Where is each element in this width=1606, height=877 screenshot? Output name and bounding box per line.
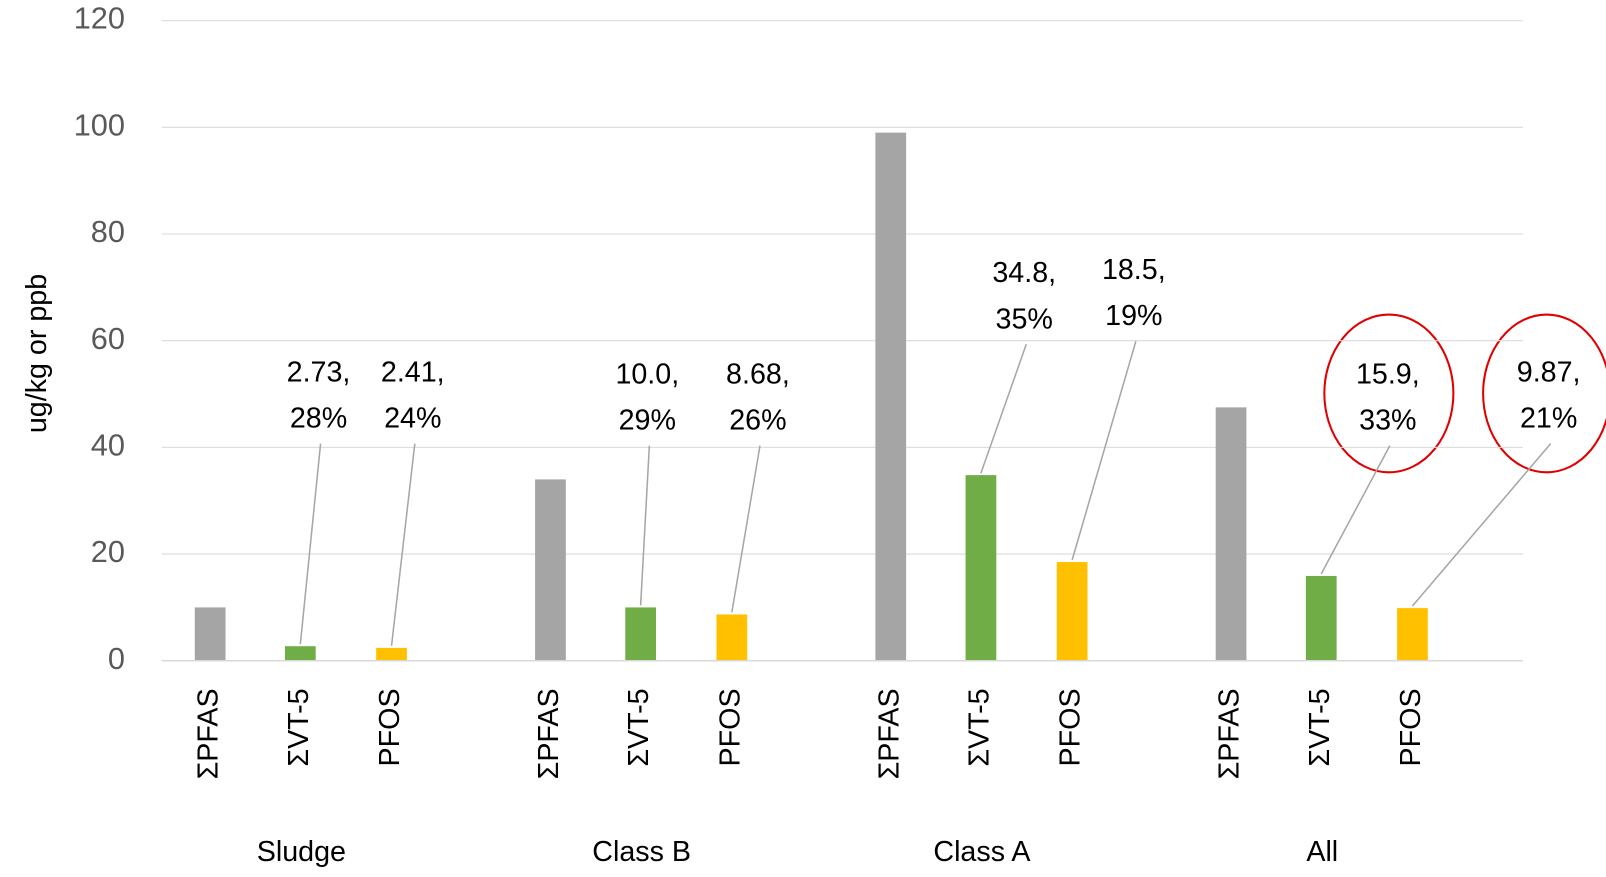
bar bbox=[965, 475, 997, 661]
y-tick-label: 80 bbox=[91, 214, 125, 249]
x-tick-label: ΣVT-5 bbox=[1304, 688, 1336, 766]
data-label: 2.41, bbox=[381, 357, 445, 389]
bar bbox=[535, 479, 566, 661]
data-label: 9.87, bbox=[1517, 357, 1581, 389]
data-label: 24% bbox=[384, 403, 441, 435]
highlight-circle bbox=[1482, 313, 1606, 474]
bar bbox=[716, 614, 748, 661]
group-label: Sludge bbox=[257, 836, 346, 868]
group-label: Class A bbox=[933, 836, 1031, 868]
data-label: 10.0, bbox=[615, 359, 679, 391]
data-label: 8.68, bbox=[726, 359, 790, 391]
leader-line bbox=[390, 443, 416, 646]
data-label: 18.5, bbox=[1102, 254, 1166, 286]
bar bbox=[875, 132, 907, 661]
data-label: 26% bbox=[729, 405, 786, 437]
y-tick-label: 60 bbox=[91, 321, 125, 356]
bar bbox=[284, 646, 316, 661]
x-tick-label: ΣPFAS bbox=[873, 688, 905, 779]
data-label: 34.8, bbox=[992, 257, 1056, 289]
data-label: 35% bbox=[996, 303, 1053, 335]
x-tick-label: ΣVT-5 bbox=[623, 688, 655, 766]
bar bbox=[376, 647, 407, 661]
y-tick-label: 20 bbox=[91, 534, 125, 569]
data-label: 33% bbox=[1359, 405, 1416, 437]
x-tick-label: PFOS bbox=[1395, 688, 1427, 766]
leader-line bbox=[731, 445, 761, 613]
group-label: Class B bbox=[592, 836, 691, 868]
data-label: 29% bbox=[619, 405, 676, 437]
data-label: 28% bbox=[290, 403, 347, 435]
data-label: 19% bbox=[1105, 300, 1162, 332]
data-label: 21% bbox=[1520, 403, 1577, 435]
x-tick-label: ΣVT-5 bbox=[283, 688, 315, 766]
bar bbox=[625, 607, 656, 661]
data-label: 15.9, bbox=[1356, 359, 1420, 391]
x-tick-label: PFOS bbox=[1055, 688, 1087, 766]
x-tick-label: PFOS bbox=[714, 688, 746, 766]
leader-line bbox=[1071, 340, 1137, 561]
y-tick-label: 40 bbox=[91, 427, 125, 462]
leader-line bbox=[299, 443, 322, 645]
x-tick-label: ΣPFAS bbox=[193, 688, 225, 779]
bar bbox=[194, 607, 226, 661]
y-axis-title: ug/kg or ppb bbox=[21, 274, 53, 433]
leader-line bbox=[980, 344, 1028, 474]
leader-line bbox=[1411, 443, 1552, 607]
x-tick-label: PFOS bbox=[374, 688, 406, 766]
y-tick-label: 0 bbox=[108, 641, 125, 676]
bar bbox=[1397, 608, 1428, 661]
x-tick-label: ΣPFAS bbox=[533, 688, 565, 779]
bar bbox=[1215, 407, 1247, 661]
x-tick-label: ΣPFAS bbox=[1214, 688, 1246, 779]
group-label: All bbox=[1306, 836, 1338, 868]
highlight-circle bbox=[1323, 313, 1455, 474]
leader-line bbox=[639, 445, 651, 606]
x-tick-label: ΣVT-5 bbox=[964, 688, 996, 766]
data-label: 2.73, bbox=[287, 357, 351, 389]
bar bbox=[1056, 562, 1088, 661]
y-tick-label: 120 bbox=[74, 1, 125, 36]
bar bbox=[1305, 575, 1337, 661]
y-tick-label: 100 bbox=[74, 107, 125, 142]
leader-line bbox=[1320, 445, 1391, 575]
